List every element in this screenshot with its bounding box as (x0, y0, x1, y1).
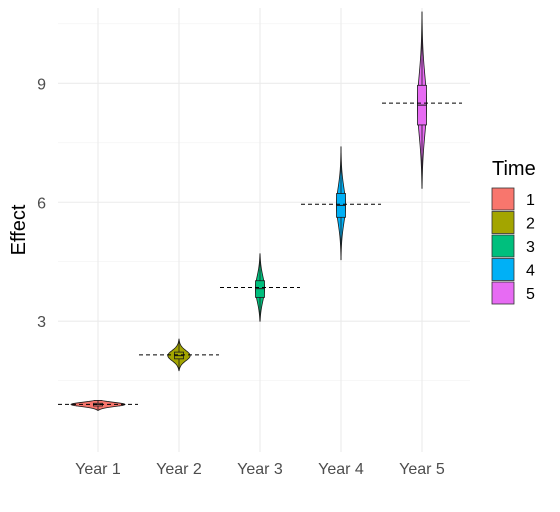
legend-swatch-time-5 (491, 281, 515, 305)
y-axis-title: Effect (8, 204, 30, 255)
legend-label-time-5: 5 (526, 286, 535, 303)
legend-label-time-4: 4 (526, 263, 535, 280)
y-tick-label: 6 (37, 195, 46, 212)
y-tick-label: 3 (37, 314, 46, 331)
legend-label-time-1: 1 (526, 192, 535, 209)
legend-swatch-time-2 (491, 211, 515, 234)
y-tick-label: 9 (37, 76, 46, 93)
legend-swatch-time-3 (491, 234, 515, 258)
x-tick-label: Year 4 (318, 461, 364, 478)
x-tick-label: Year 3 (237, 461, 283, 478)
legend-swatch-time-4 (491, 258, 515, 281)
x-tick-label: Year 1 (75, 461, 121, 478)
legend-title: Time (492, 158, 536, 180)
legend-label-time-3: 3 (526, 239, 535, 256)
x-tick-label: Year 5 (399, 461, 445, 478)
legend-label-time-2: 2 (526, 216, 535, 233)
legend-swatch-time-1 (491, 187, 515, 211)
x-tick-label: Year 2 (156, 461, 202, 478)
